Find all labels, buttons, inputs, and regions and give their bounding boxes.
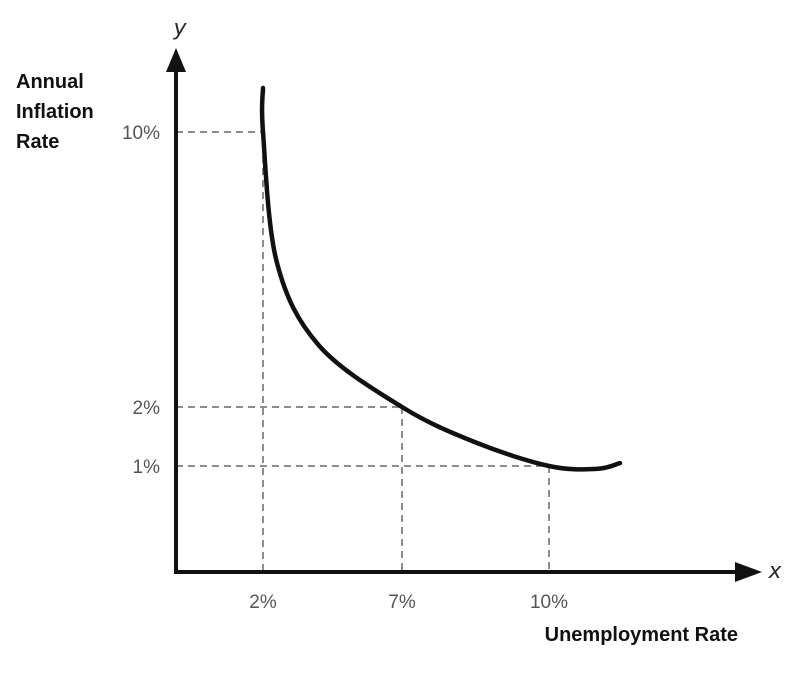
y-axis-title-line-3: Rate xyxy=(16,131,59,153)
y-axis-title-line-1: Annual xyxy=(16,71,84,93)
tick-labels: 2% 7% 10% 10% 2% 1% xyxy=(122,123,568,613)
x-axis-arrow xyxy=(735,562,762,582)
x-tick-label: 2% xyxy=(249,592,277,613)
x-tick-label: 10% xyxy=(530,592,568,613)
x-axis-title: Unemployment Rate xyxy=(545,624,738,646)
y-axis-letter: y xyxy=(172,16,187,41)
y-axis-arrow xyxy=(166,48,186,72)
y-tick-label: 2% xyxy=(133,398,161,419)
x-tick-label: 7% xyxy=(388,592,416,613)
dashed-guide-lines xyxy=(176,131,550,572)
y-tick-label: 1% xyxy=(133,457,161,478)
phillips-curve-line xyxy=(259,85,623,472)
y-tick-label: 10% xyxy=(122,123,160,144)
y-axis-title-line-2: Inflation xyxy=(16,101,94,123)
x-axis-letter: x xyxy=(767,559,782,584)
